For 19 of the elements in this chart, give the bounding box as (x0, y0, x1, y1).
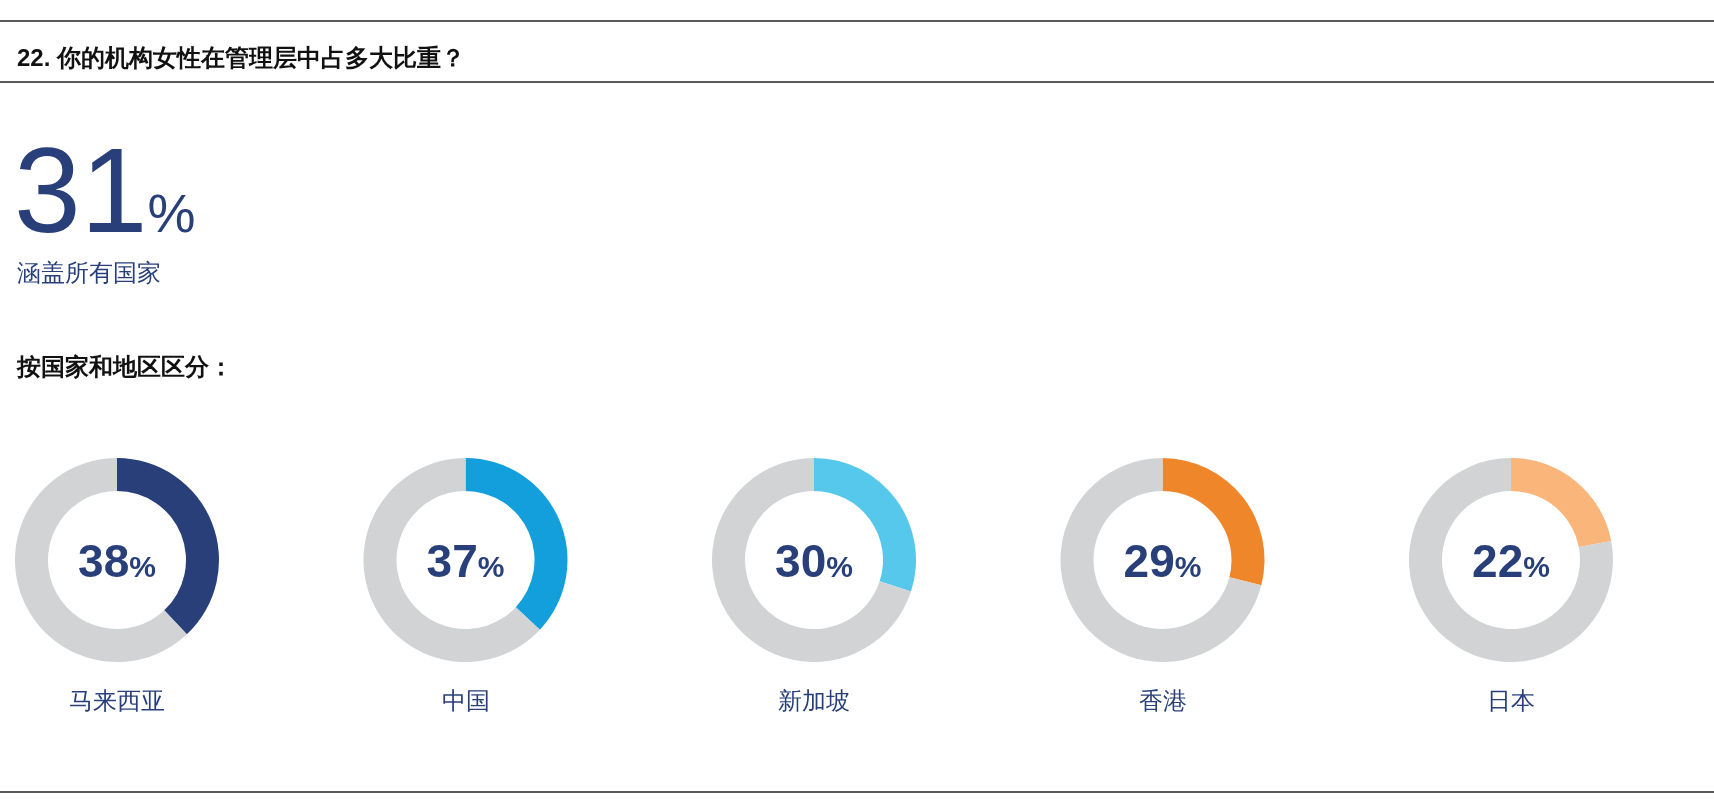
text: 22. 你的机构女性在管理层中占多大比重？ (17, 44, 466, 71)
text: 新加坡 (778, 687, 850, 714)
donut-slice (1409, 458, 1613, 662)
donut-slice (1060, 458, 1262, 662)
donut-slice (15, 458, 187, 662)
text: 马来西亚 (69, 687, 165, 714)
text: 涵盖所有国家 (17, 259, 161, 286)
donut-slice (363, 458, 540, 662)
text: 香港 (1138, 687, 1187, 714)
text: 37% (426, 535, 505, 587)
text: 日本 (1487, 687, 1535, 714)
text: 31% (14, 123, 196, 257)
text: 29% (1123, 535, 1202, 587)
text: 按国家和地区区分： (16, 353, 233, 380)
text: 中国 (441, 687, 490, 714)
text: 22% (1472, 535, 1550, 587)
text: 30% (775, 535, 853, 587)
text: 38% (78, 535, 156, 587)
donut-slice (712, 458, 912, 662)
